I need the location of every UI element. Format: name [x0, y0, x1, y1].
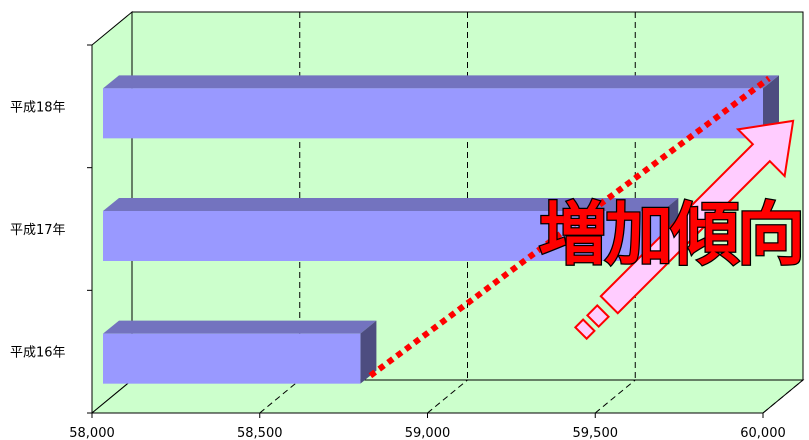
bar-top-face	[103, 75, 779, 89]
y-category-label: 平成18年	[10, 100, 66, 115]
bar	[103, 198, 679, 261]
bar-top-face	[103, 320, 377, 334]
arrow-segment	[585, 304, 610, 329]
bar-side-face	[763, 75, 779, 139]
bar-front-face	[103, 88, 763, 139]
x-tick-label: 58,000	[69, 426, 115, 440]
bar	[103, 75, 779, 139]
bar-side-face	[360, 320, 377, 384]
bar	[103, 320, 377, 384]
trend-arrow	[573, 119, 795, 341]
y-category-label: 平成17年	[10, 223, 66, 238]
floor-gridline	[259, 379, 301, 414]
y-category-label: 平成16年	[10, 346, 66, 361]
trend-annotation: 増加傾向	[539, 196, 803, 275]
bar-front-face	[103, 211, 663, 261]
floor-gridline	[762, 379, 804, 414]
x-tick-label: 59,500	[573, 426, 619, 440]
arrow-segment	[573, 318, 596, 341]
x-tick-label: 58,500	[237, 426, 283, 440]
bar-front-face	[103, 333, 361, 384]
arrow-body	[599, 119, 795, 315]
x-tick-label: 60,000	[740, 426, 786, 440]
x-tick-label: 59,000	[405, 426, 451, 440]
floor-gridline	[594, 379, 636, 414]
bar-top-face	[103, 198, 679, 211]
trend-line	[368, 75, 771, 379]
floor-gridline	[427, 379, 468, 414]
